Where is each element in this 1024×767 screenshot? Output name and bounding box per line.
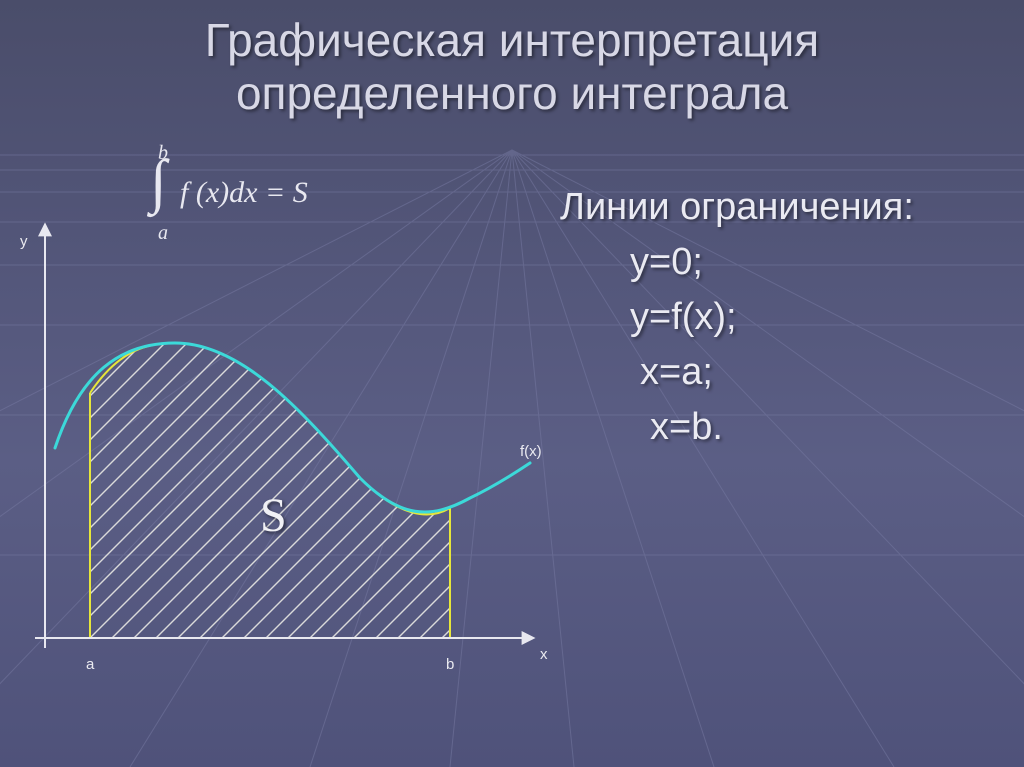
constraint-item: y=f(x); bbox=[560, 290, 1024, 345]
integral-diagram: y x a b f(x) S bbox=[0, 198, 560, 703]
constraints-heading: Линии ограничения: bbox=[560, 180, 1024, 235]
b-label: b bbox=[446, 656, 454, 673]
content-row: b ∫ a f (x)dx = S bbox=[0, 160, 1024, 455]
constraints-panel: Линии ограничения: y=0; y=f(x); x=a; x=b… bbox=[560, 160, 1024, 455]
left-panel: b ∫ a f (x)dx = S bbox=[0, 160, 560, 455]
constraint-item: y=0; bbox=[560, 235, 1024, 290]
fx-label: f(x) bbox=[520, 443, 542, 460]
a-label: a bbox=[86, 656, 94, 673]
constraint-item: x=a; bbox=[560, 345, 1024, 400]
slide-title: Графическая интерпретация определенного … bbox=[0, 0, 1024, 120]
upper-limit: b bbox=[158, 142, 168, 165]
title-line-2: определенного интеграла bbox=[0, 67, 1024, 120]
y-axis-label: y bbox=[20, 233, 28, 250]
integral-sign: ∫ bbox=[150, 160, 166, 202]
x-axis-label: x bbox=[540, 646, 548, 663]
title-line-1: Графическая интерпретация bbox=[0, 14, 1024, 67]
constraint-item: x=b. bbox=[560, 400, 1024, 455]
integral-formula: b ∫ a f (x)dx = S bbox=[150, 160, 166, 202]
area-label-s: S bbox=[260, 488, 287, 543]
